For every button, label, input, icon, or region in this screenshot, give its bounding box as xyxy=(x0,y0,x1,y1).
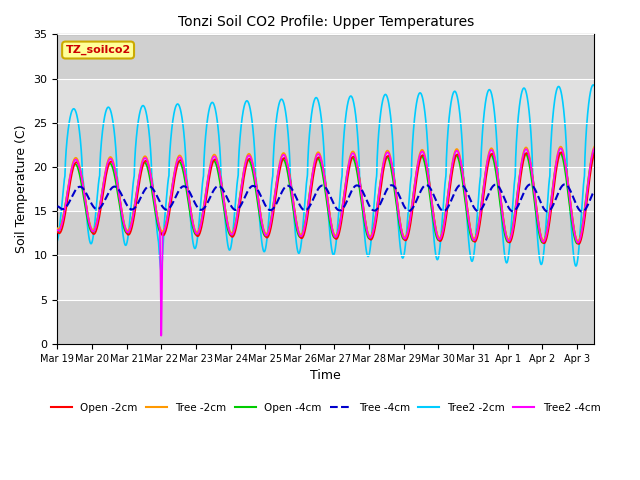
Bar xyxy=(58,35,595,79)
Bar xyxy=(58,79,595,123)
Text: TZ_soilco2: TZ_soilco2 xyxy=(65,45,131,55)
X-axis label: Time: Time xyxy=(310,369,341,382)
Bar xyxy=(58,211,595,255)
Legend: Open -2cm, Tree -2cm, Open -4cm, Tree -4cm, Tree2 -2cm, Tree2 -4cm: Open -2cm, Tree -2cm, Open -4cm, Tree -4… xyxy=(47,399,605,417)
Bar xyxy=(58,123,595,167)
Bar xyxy=(58,300,595,344)
Y-axis label: Soil Temperature (C): Soil Temperature (C) xyxy=(15,125,28,253)
Bar xyxy=(58,255,595,300)
Bar xyxy=(58,167,595,211)
Title: Tonzi Soil CO2 Profile: Upper Temperatures: Tonzi Soil CO2 Profile: Upper Temperatur… xyxy=(178,15,474,29)
